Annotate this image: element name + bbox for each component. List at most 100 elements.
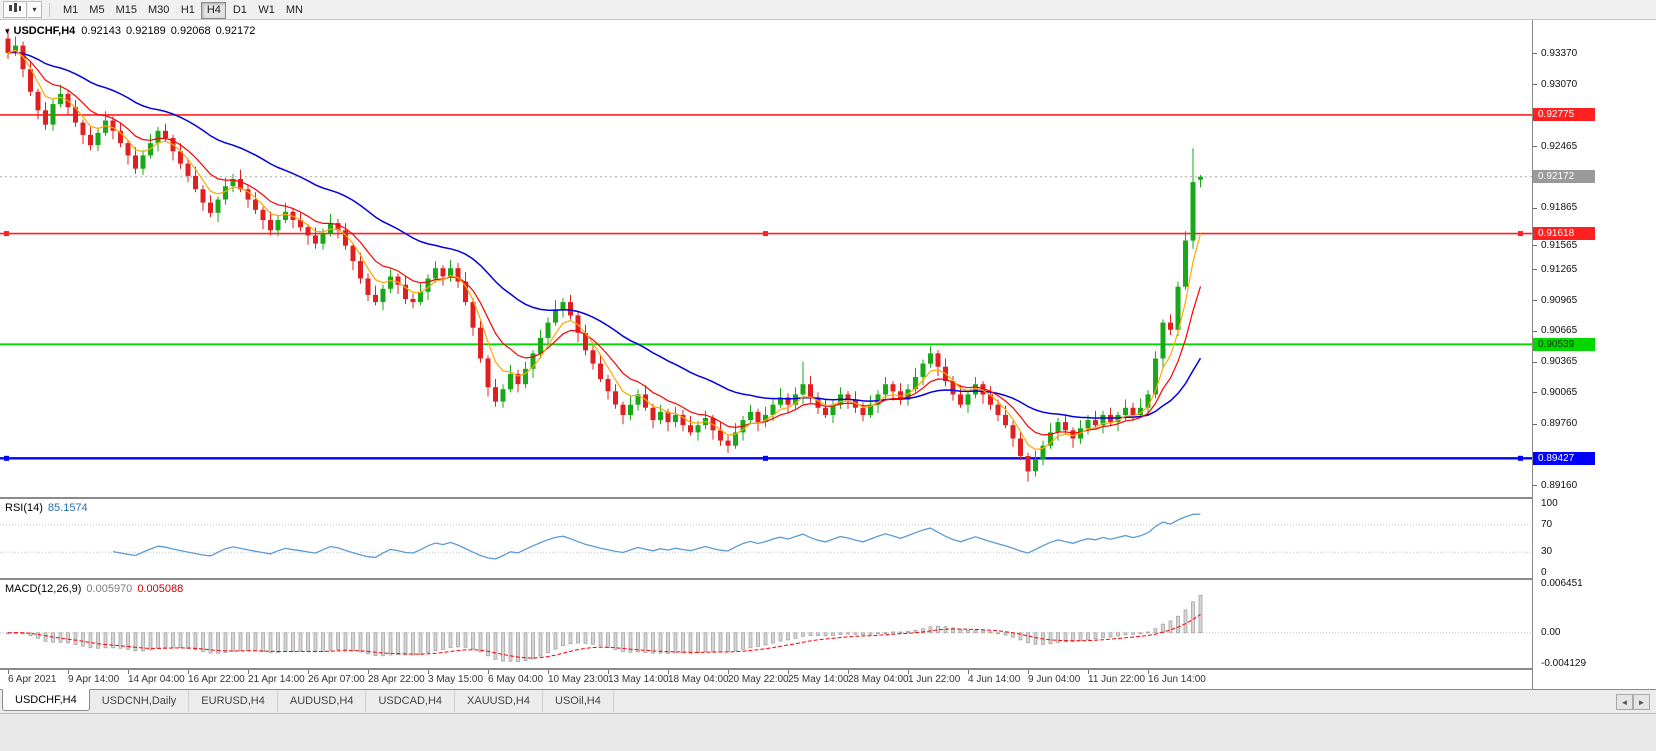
price-axis-label: 0.89160 <box>1541 479 1578 491</box>
timeframe-button-M1[interactable]: M1 <box>58 2 83 19</box>
chart-tab-bar: USDCHF,H4 USDCNH,Daily EURUSD,H4 AUDUSD,H4 U… <box>0 689 1656 713</box>
macd-axis-label: 0.006451 <box>1541 578 1583 589</box>
time-tick <box>8 670 9 674</box>
time-axis-label: 13 May 14:00 <box>608 674 669 685</box>
tabs-scroll-right-button[interactable]: ► <box>1633 694 1650 710</box>
resistance-line-price-badge: 0.91618 <box>1533 227 1595 241</box>
tabs-scroll-left-button[interactable]: ◄ <box>1616 694 1633 710</box>
time-axis-label: 25 May 14:00 <box>788 674 849 685</box>
time-axis-label: 21 Apr 14:00 <box>248 674 305 685</box>
time-tick <box>668 670 669 674</box>
tabs-scrollbar: ◄ ► <box>1616 694 1650 710</box>
chart-tab-XAUUSD-H4[interactable]: XAUUSD,H4 <box>455 690 543 712</box>
price-chart-canvas[interactable] <box>0 20 1532 497</box>
rsi-axis-label: 70 <box>1541 518 1553 530</box>
time-axis-label: 26 Apr 07:00 <box>308 674 365 685</box>
pane-separator[interactable] <box>0 497 1656 499</box>
toolbar-separator <box>49 2 50 17</box>
axis-tick <box>1533 392 1537 394</box>
price-axis-label: 0.91565 <box>1541 239 1578 251</box>
rsi-svg <box>0 513 1532 560</box>
time-axis-label: 14 Apr 04:00 <box>128 674 185 685</box>
time-axis-label: 16 Jun 14:00 <box>1148 674 1206 685</box>
time-tick <box>428 670 429 674</box>
status-strip <box>0 713 1656 751</box>
time-axis-label: 20 May 22:00 <box>728 674 789 685</box>
axis-tick <box>1533 207 1537 209</box>
price-axis-label: 0.91265 <box>1541 263 1578 275</box>
chart-tabs: USDCHF,H4 USDCNH,Daily EURUSD,H4 AUDUSD,H4 U… <box>0 689 614 713</box>
time-axis-label: 10 May 23:00 <box>548 674 609 685</box>
ma-fast-line <box>7 49 1202 451</box>
time-axis[interactable]: 6 Apr 2021 9 Apr 14:00 14 Apr 04:00 16 Apr … <box>0 670 1532 689</box>
pane-separator[interactable] <box>0 578 1656 580</box>
time-axis-label: 1 Jun 22:00 <box>908 674 961 685</box>
candles-layer <box>5 28 1203 482</box>
axis-tick <box>1533 423 1537 425</box>
candlestick-chart-icon <box>8 2 22 17</box>
chart-tab-USOil-H4[interactable]: USOil,H4 <box>543 690 614 712</box>
macd-axis-label: 0.00 <box>1541 626 1561 638</box>
time-tick <box>68 670 69 674</box>
time-axis-label: 28 May 04:00 <box>848 674 909 685</box>
chart-type-button[interactable] <box>3 1 27 18</box>
time-axis-label: 28 Apr 22:00 <box>368 674 425 685</box>
one-click-trading-toggle[interactable]: ▾ <box>5 26 10 36</box>
macd-signal-line <box>7 614 1201 659</box>
price-axis-label: 0.93070 <box>1541 78 1578 90</box>
ma-mid-line <box>7 50 1202 436</box>
price-axis-label: 0.90365 <box>1541 356 1578 368</box>
time-tick <box>968 670 969 674</box>
price-chart-svg <box>0 28 1532 482</box>
axis-tick <box>1533 146 1537 148</box>
axis-tick <box>1533 53 1537 55</box>
price-axis[interactable]: 0.92775 0.92172 0.91618 0.90539 0.89427 0.933… <box>1532 20 1656 689</box>
timeframe-button-M5[interactable]: M5 <box>84 2 109 19</box>
chart-tab-AUDUSD-H4[interactable]: AUDUSD,H4 <box>278 690 367 712</box>
rsi-axis-label: 100 <box>1541 498 1558 509</box>
macd-indicator-canvas[interactable] <box>0 580 1532 668</box>
time-tick <box>548 670 549 674</box>
chart-tab-USDCHF-H4[interactable]: USDCHF,H4 <box>2 689 90 711</box>
price-axis-label: 0.90665 <box>1541 325 1578 337</box>
time-tick <box>728 670 729 674</box>
timeframe-button-group: M1 M5 M15 M30 H1 H4 D1 W1 MN <box>58 0 309 19</box>
time-tick <box>248 670 249 674</box>
time-axis-label: 6 Apr 2021 <box>8 674 57 685</box>
horizontal-line-0.91618[interactable] <box>0 231 1532 237</box>
timeframe-button-M30[interactable]: M30 <box>143 2 174 19</box>
time-tick <box>128 670 129 674</box>
support-line-price-badge: 0.89427 <box>1533 451 1595 465</box>
rsi-indicator-canvas[interactable] <box>0 499 1532 578</box>
price-axis-label: 0.90065 <box>1541 386 1578 398</box>
timeframe-button-W1[interactable]: W1 <box>253 2 280 19</box>
time-axis-label: 6 May 04:00 <box>488 674 544 685</box>
time-tick <box>848 670 849 674</box>
time-axis-label: 4 Jun 14:00 <box>968 674 1021 685</box>
time-tick <box>188 670 189 674</box>
price-axis-label: 0.92465 <box>1541 140 1578 152</box>
timeframe-button-M15[interactable]: M15 <box>111 2 142 19</box>
resistance-line-price-badge: 0.92775 <box>1533 108 1595 122</box>
timeframe-button-H4[interactable]: H4 <box>201 1 227 19</box>
axis-tick <box>1533 84 1537 86</box>
time-axis-label: 16 Apr 22:00 <box>188 674 245 685</box>
price-axis-label: 0.90965 <box>1541 294 1578 306</box>
timeframe-button-D1[interactable]: D1 <box>227 2 252 19</box>
chart-type-dropdown-caret-icon[interactable]: ▾ <box>28 1 42 18</box>
pane-separator[interactable] <box>0 668 1656 670</box>
support-line-price-badge: 0.90539 <box>1533 337 1595 351</box>
timeframe-button-H1[interactable]: H1 <box>175 2 200 19</box>
time-tick <box>908 670 909 674</box>
time-tick <box>1148 670 1149 674</box>
chart-tab-USDCAD-H4[interactable]: USDCAD,H4 <box>366 690 456 712</box>
axis-tick <box>1533 361 1537 363</box>
chart-tab-USDCNH-Daily[interactable]: USDCNH,Daily <box>90 690 190 712</box>
axis-tick <box>1533 245 1537 247</box>
horizontal-line-0.89427[interactable] <box>0 455 1532 461</box>
timeframe-button-MN[interactable]: MN <box>281 2 308 19</box>
chart-tab-EURUSD-H4[interactable]: EURUSD,H4 <box>189 690 278 712</box>
rsi-line <box>112 513 1201 560</box>
axis-tick <box>1533 485 1537 487</box>
